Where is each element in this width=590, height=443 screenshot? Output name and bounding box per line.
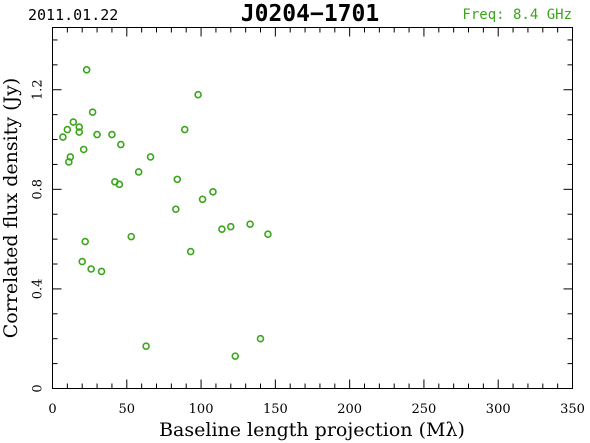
x-tick-label: 250 (412, 402, 437, 417)
x-tick-label: 0 (48, 402, 56, 417)
data-point (115, 180, 124, 189)
y-tick-label: 0.8 (31, 179, 46, 200)
x-tick-label: 150 (263, 402, 288, 417)
data-point (146, 153, 155, 161)
data-point (246, 220, 254, 228)
data-point (79, 145, 88, 154)
data-point (186, 247, 195, 256)
observation-date: 2011.01.22 (28, 6, 118, 24)
data-point (264, 230, 272, 238)
data-point (198, 195, 207, 204)
data-point (63, 125, 72, 134)
plot-frame (52, 27, 573, 389)
x-tick-label: 50 (119, 402, 136, 417)
data-point (142, 342, 150, 350)
x-tick-label: 350 (560, 402, 585, 417)
x-tick-label: 100 (189, 402, 214, 417)
data-point (226, 222, 235, 231)
data-point (87, 265, 95, 273)
data-point (180, 125, 189, 134)
data-point (97, 267, 106, 276)
data-point (75, 123, 84, 131)
data-point (117, 140, 125, 149)
x-axis-label: Baseline length projection (Mλ) (159, 419, 465, 441)
x-axis-ticks (52, 27, 573, 389)
data-point (194, 90, 202, 99)
data-point (82, 66, 91, 74)
y-tick-label: 0 (31, 384, 46, 392)
x-tick-label: 200 (337, 402, 362, 417)
data-point (231, 352, 240, 360)
y-axis-ticks (52, 39, 573, 389)
data-point (78, 257, 87, 266)
data-point (172, 205, 180, 214)
x-axis-tick-labels: 0 50 100 150 200 250 300 350 (48, 402, 585, 417)
data-point (69, 118, 78, 126)
data-point (218, 225, 226, 233)
data-point (81, 237, 89, 246)
y-tick-label: 0.4 (31, 279, 46, 300)
data-point (134, 168, 143, 176)
data-point (256, 334, 265, 343)
x-tick-label: 300 (486, 402, 511, 417)
data-point (108, 130, 116, 139)
data-point (93, 130, 101, 139)
y-axis-tick-labels: 0 0.4 0.8 1.2 (31, 79, 46, 392)
data-points (59, 66, 272, 360)
data-point (75, 128, 84, 136)
y-axis-label: Correlated flux density (Jy) (0, 78, 22, 339)
data-point (88, 108, 97, 116)
data-point (209, 188, 217, 196)
data-point (66, 153, 75, 161)
data-point (127, 232, 136, 241)
chart-title: J0204−1701 (241, 1, 379, 27)
y-tick-label: 1.2 (31, 79, 46, 100)
data-point (59, 133, 67, 141)
data-point (173, 175, 182, 184)
frequency-label: Freq: 8.4 GHz (462, 7, 572, 23)
